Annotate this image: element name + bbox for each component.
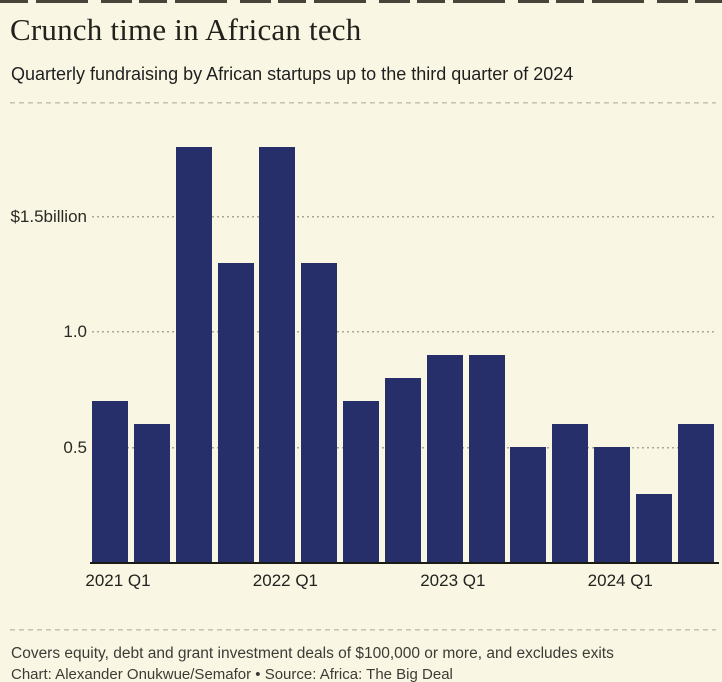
header-separator (10, 102, 716, 104)
bar-chart: $1.5billion 1.0 0.5 2021 Q1 2022 Q1 2023 Q1 20… (0, 110, 722, 610)
bar-2023-q1 (426, 355, 463, 563)
bar-2022-q2 (301, 263, 338, 563)
cropped-top-text-fragment (0, 0, 722, 3)
bar-2024-q1 (594, 447, 631, 563)
bar-2021-q2 (133, 424, 170, 563)
y-tick-label-0.5: 0.5 (63, 437, 87, 457)
x-axis-line (90, 562, 719, 564)
bar-2021-q1 (92, 401, 128, 563)
page-title: Crunch time in African tech (10, 12, 362, 47)
chart-subtitle: Quarterly fundraising by African startup… (11, 64, 574, 84)
x-tick-label-2024-q1: 2024 Q1 (587, 571, 653, 590)
bar-2023-q2 (468, 355, 505, 563)
x-tick-label-2021-q1: 2021 Q1 (85, 571, 151, 590)
bar-2022-q1 (259, 147, 296, 563)
bar-2021-q4 (217, 263, 254, 563)
bar-2023-q3 (510, 447, 547, 563)
bar-2023-q4 (552, 424, 589, 563)
bar-2022-q4 (384, 378, 421, 563)
y-tick-label-1.5: $1.5billion (10, 206, 87, 226)
footer-separator (10, 629, 716, 631)
x-tick-label-2022-q1: 2022 Q1 (252, 571, 319, 590)
gridline-1.5 (92, 215, 716, 218)
gridline-1 (92, 331, 716, 333)
bars-group (92, 110, 714, 563)
bar-2021-q3 (175, 147, 212, 563)
chart-credit: Chart: Alexander Onukwue/Semafor • Sourc… (11, 666, 453, 682)
bar-2024-q2 (635, 494, 672, 563)
y-tick-label-1: 1.0 (63, 322, 87, 341)
bar-2024-q3 (677, 424, 714, 563)
x-tick-label-2023-q1: 2023 Q1 (420, 571, 486, 590)
bar-2022-q3 (343, 401, 380, 563)
chart-footnote: Covers equity, debt and grant investment… (11, 645, 614, 662)
